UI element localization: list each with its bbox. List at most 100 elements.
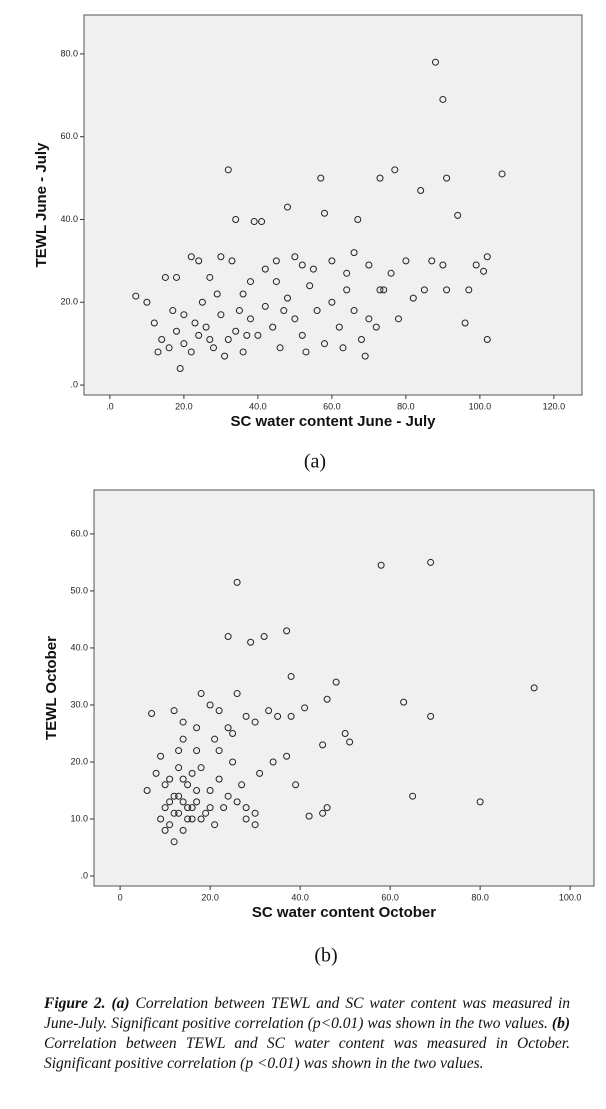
point xyxy=(472,261,480,269)
x-tick-label: 20.0 xyxy=(201,892,219,902)
point xyxy=(272,278,280,286)
point xyxy=(193,724,201,732)
point xyxy=(197,690,205,698)
point xyxy=(179,718,187,726)
point xyxy=(193,786,201,794)
point xyxy=(260,633,268,641)
y-tick-label: 20.0 xyxy=(60,297,78,307)
point xyxy=(476,798,484,806)
point xyxy=(243,331,251,339)
point xyxy=(261,265,269,273)
point xyxy=(206,701,214,709)
point xyxy=(357,336,365,344)
point xyxy=(215,775,223,783)
point xyxy=(211,735,219,743)
point xyxy=(305,812,313,820)
point xyxy=(197,815,205,823)
point xyxy=(372,323,380,331)
point xyxy=(431,58,439,66)
figure: .0 20.0 40.0 60.0 80.0 .0 20.0 40.0 60.0 80.0 100.… xyxy=(33,14,595,967)
point xyxy=(465,286,473,294)
point xyxy=(242,815,250,823)
point xyxy=(161,804,169,812)
point xyxy=(313,307,321,315)
point xyxy=(298,261,306,269)
point xyxy=(215,747,223,755)
x-tick-label: 40.0 xyxy=(249,401,267,411)
point xyxy=(206,786,214,794)
point xyxy=(461,319,469,327)
point xyxy=(206,804,214,812)
point xyxy=(143,298,151,306)
y-tick-label: 50.0 xyxy=(70,585,88,595)
point xyxy=(184,781,192,789)
point xyxy=(302,348,310,356)
y-tick-label: .0 xyxy=(80,870,88,880)
y-tick-label: 20.0 xyxy=(70,756,88,766)
point xyxy=(298,331,306,339)
point xyxy=(283,752,291,760)
point xyxy=(220,804,228,812)
plot-area xyxy=(93,489,595,887)
point xyxy=(215,707,223,715)
point xyxy=(172,273,180,281)
point xyxy=(175,792,183,800)
point xyxy=(217,311,225,319)
point xyxy=(256,769,264,777)
point xyxy=(250,218,258,226)
point xyxy=(161,273,169,281)
point xyxy=(195,331,203,339)
point xyxy=(530,684,538,692)
point xyxy=(152,769,160,777)
y-tick-label: 80.0 xyxy=(60,48,78,58)
point xyxy=(228,257,236,265)
point xyxy=(224,724,232,732)
point xyxy=(217,253,225,261)
point xyxy=(247,638,255,646)
point xyxy=(439,95,447,103)
point xyxy=(283,627,291,635)
y-axis-label: TEWL June - July xyxy=(33,142,50,267)
point xyxy=(224,633,232,641)
point xyxy=(306,282,314,290)
point xyxy=(169,307,177,315)
point xyxy=(238,781,246,789)
point xyxy=(354,215,362,223)
point xyxy=(202,323,210,331)
point xyxy=(320,340,328,348)
point xyxy=(443,286,451,294)
point xyxy=(148,710,156,718)
y-tick-label: 10.0 xyxy=(70,813,88,823)
point xyxy=(376,286,384,294)
point xyxy=(480,267,488,275)
point xyxy=(427,712,435,720)
point xyxy=(157,815,165,823)
point xyxy=(251,718,259,726)
point xyxy=(274,712,282,720)
x-tick-label: 20.0 xyxy=(175,401,193,411)
point xyxy=(400,698,408,706)
x-axis-label: SC water content June - July xyxy=(230,413,436,430)
x-tick-label: 120.0 xyxy=(543,401,566,411)
plot-area xyxy=(83,14,583,396)
point xyxy=(417,187,425,195)
point xyxy=(323,695,331,703)
point xyxy=(157,752,165,760)
point xyxy=(187,253,195,261)
point xyxy=(233,690,241,698)
point xyxy=(291,253,299,261)
caption-segment: Correlation between TEWL and SC water co… xyxy=(44,995,571,1032)
point xyxy=(339,344,347,352)
point xyxy=(179,826,187,834)
point xyxy=(292,781,300,789)
point xyxy=(439,261,447,269)
x-tick-label: 0 xyxy=(118,892,123,902)
point xyxy=(165,344,173,352)
point xyxy=(242,804,250,812)
point xyxy=(261,302,269,310)
point xyxy=(269,323,277,331)
point xyxy=(191,319,199,327)
point xyxy=(283,294,291,302)
point xyxy=(180,340,188,348)
point xyxy=(143,786,151,794)
